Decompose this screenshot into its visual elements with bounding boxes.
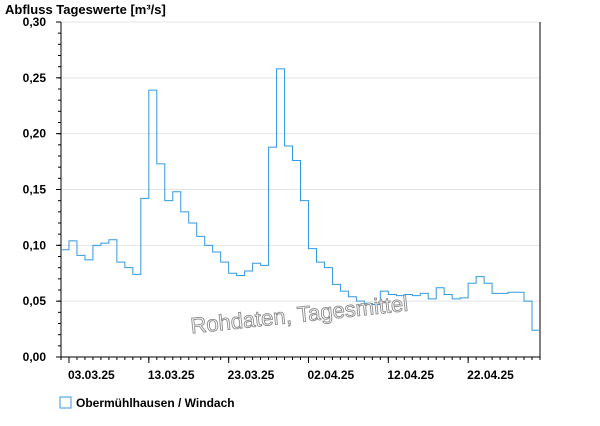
y-tick-label: 0,30 (23, 15, 47, 29)
x-tick-label: 02.04.25 (307, 368, 354, 382)
x-tick-label: 22.04.25 (467, 368, 514, 382)
y-tick-label: 0,00 (23, 350, 47, 364)
chart-title: Abfluss Tageswerte [m³/s] (5, 2, 166, 17)
y-tick-label: 0,25 (23, 71, 47, 85)
y-tick-label: 0,05 (23, 294, 47, 308)
legend-swatch (59, 396, 72, 409)
y-tick-label: 0,15 (23, 183, 47, 197)
x-tick-label: 03.03.25 (68, 368, 115, 382)
legend: Obermühlhausen / Windach (59, 396, 235, 410)
y-axis-ticks: 0,00 0,05 0,10 0,15 0,20 0,25 0,30 (23, 15, 61, 364)
x-tick-label: 12.04.25 (387, 368, 434, 382)
y-tick-label: 0,10 (23, 238, 47, 252)
x-tick-label: 23.03.25 (228, 368, 275, 382)
series-line (61, 68, 540, 331)
y-tick-label: 0,20 (23, 127, 47, 141)
x-axis-ticks: 03.03.25 13.03.25 23.03.25 02.04.25 12.04.25… (60, 357, 541, 382)
watermark-text: Rohdaten, Tagesmittel (189, 291, 409, 339)
x-tick-label: 13.03.25 (148, 368, 195, 382)
series-layer (61, 68, 540, 331)
legend-label: Obermühlhausen / Windach (76, 396, 235, 410)
